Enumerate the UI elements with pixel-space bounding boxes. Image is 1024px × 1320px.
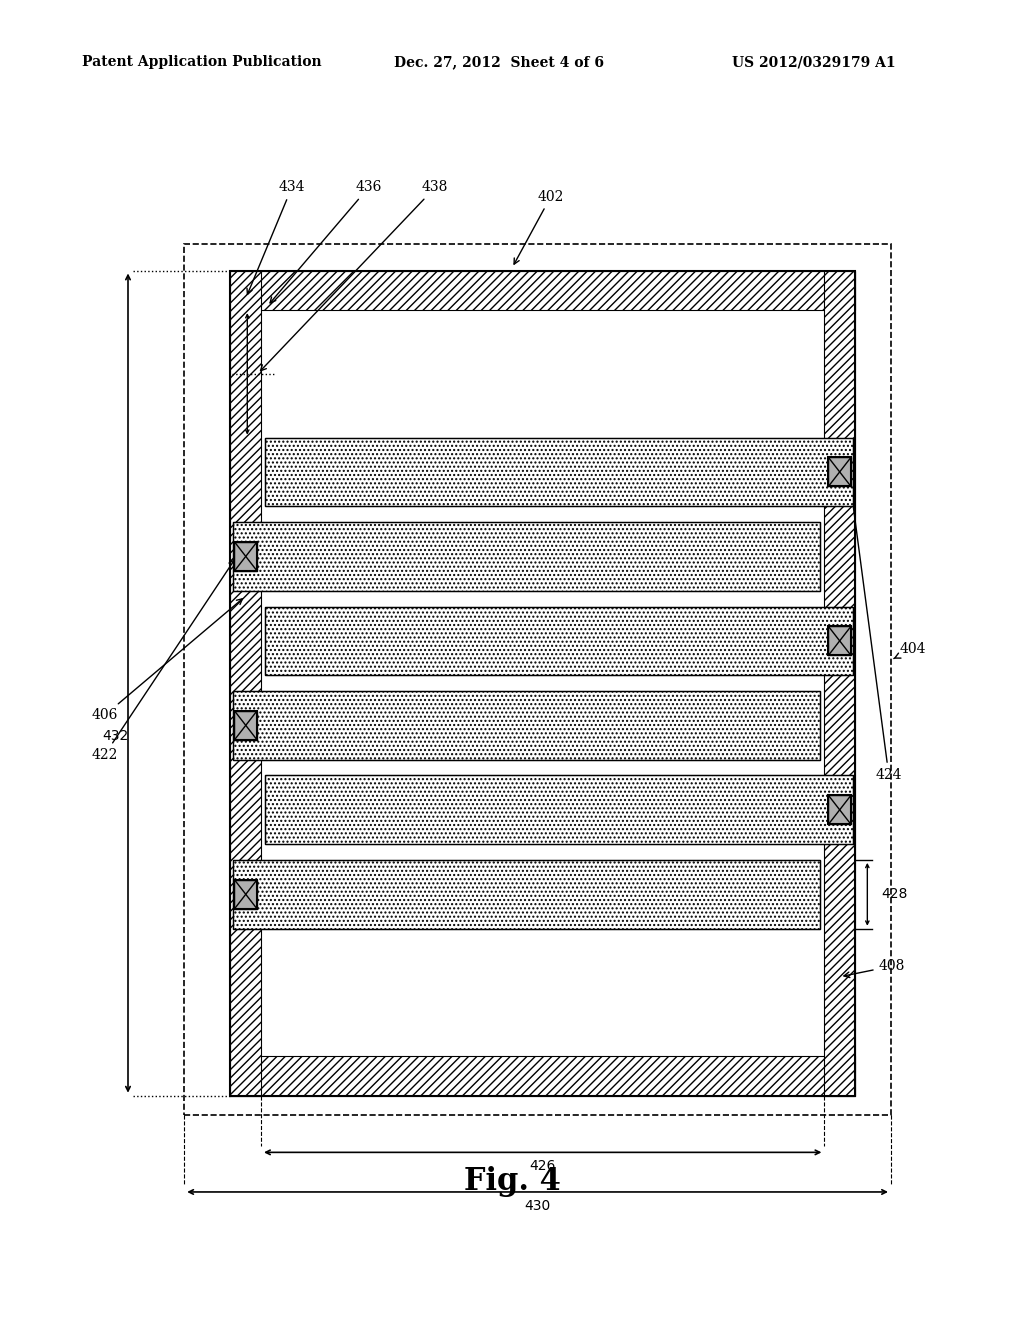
Bar: [230, 271, 855, 1096]
Text: 430: 430: [524, 1199, 551, 1213]
Bar: [230, 271, 855, 310]
Bar: [184, 244, 891, 1115]
Text: 416: 416: [601, 465, 628, 479]
Bar: [234, 710, 257, 739]
Bar: [232, 521, 820, 590]
Bar: [265, 606, 853, 675]
Bar: [230, 1056, 855, 1096]
Bar: [234, 710, 257, 739]
Bar: [230, 271, 261, 1096]
Bar: [828, 795, 851, 824]
Text: US 2012/0329179 A1: US 2012/0329179 A1: [732, 55, 896, 70]
Bar: [828, 626, 851, 655]
Text: 424: 424: [847, 477, 902, 781]
Text: 432: 432: [102, 729, 129, 743]
Text: Dec. 27, 2012  Sheet 4 of 6: Dec. 27, 2012 Sheet 4 of 6: [394, 55, 604, 70]
Text: 410: 410: [437, 549, 464, 564]
Text: 420: 420: [601, 803, 628, 817]
Text: 426: 426: [529, 1159, 556, 1173]
Bar: [234, 541, 257, 570]
Text: 414: 414: [417, 887, 443, 902]
Bar: [234, 879, 257, 908]
Text: 402: 402: [514, 190, 564, 264]
Text: 436: 436: [270, 181, 382, 304]
Bar: [828, 795, 851, 824]
Bar: [824, 271, 855, 1096]
Text: 434: 434: [247, 181, 305, 294]
Bar: [265, 437, 853, 506]
Bar: [232, 521, 820, 590]
Bar: [265, 606, 853, 675]
Bar: [232, 690, 820, 759]
Text: 438: 438: [260, 181, 449, 371]
Text: 408: 408: [844, 960, 905, 978]
Text: Patent Application Publication: Patent Application Publication: [82, 55, 322, 70]
Bar: [232, 861, 820, 928]
Text: Fig. 4: Fig. 4: [464, 1166, 560, 1197]
Bar: [265, 437, 853, 506]
Text: 406: 406: [91, 599, 243, 722]
Bar: [828, 457, 851, 486]
Text: 404: 404: [894, 643, 926, 659]
Bar: [828, 457, 851, 486]
Bar: [828, 626, 851, 655]
Bar: [234, 879, 257, 908]
Text: 418: 418: [601, 634, 628, 648]
Bar: [265, 775, 853, 845]
Bar: [265, 775, 853, 845]
Bar: [234, 541, 257, 570]
Bar: [232, 861, 820, 928]
Text: 428: 428: [882, 887, 908, 902]
Bar: [232, 690, 820, 759]
Text: 422: 422: [91, 560, 234, 762]
Text: 412: 412: [396, 718, 423, 733]
